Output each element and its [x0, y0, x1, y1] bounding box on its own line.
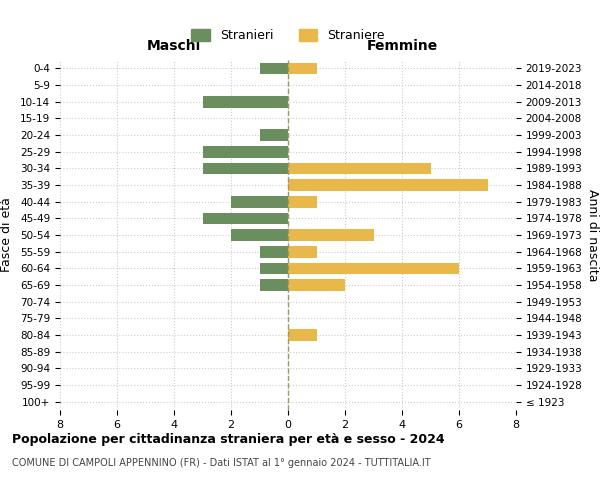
Legend: Stranieri, Straniere: Stranieri, Straniere [186, 24, 390, 48]
Bar [288, 196, 317, 207]
Text: Popolazione per cittadinanza straniera per età e sesso - 2024: Popolazione per cittadinanza straniera p… [12, 432, 445, 446]
Text: Maschi: Maschi [147, 39, 201, 53]
Bar [231, 229, 288, 241]
Bar [288, 246, 317, 258]
Bar [260, 262, 288, 274]
Bar [288, 162, 431, 174]
Bar [260, 246, 288, 258]
Bar [260, 279, 288, 291]
Text: Femmine: Femmine [367, 39, 437, 53]
Bar [231, 196, 288, 207]
Y-axis label: Anni di nascita: Anni di nascita [586, 188, 599, 281]
Bar [260, 129, 288, 141]
Bar [203, 162, 288, 174]
Bar [260, 62, 288, 74]
Bar [288, 179, 487, 191]
Bar [203, 96, 288, 108]
Bar [288, 262, 459, 274]
Bar [288, 62, 317, 74]
Bar [288, 279, 345, 291]
Bar [288, 329, 317, 341]
Y-axis label: Fasce di età: Fasce di età [0, 198, 13, 272]
Text: COMUNE DI CAMPOLI APPENNINO (FR) - Dati ISTAT al 1° gennaio 2024 - TUTTITALIA.IT: COMUNE DI CAMPOLI APPENNINO (FR) - Dati … [12, 458, 431, 468]
Bar [203, 212, 288, 224]
Bar [288, 229, 373, 241]
Bar [203, 146, 288, 158]
